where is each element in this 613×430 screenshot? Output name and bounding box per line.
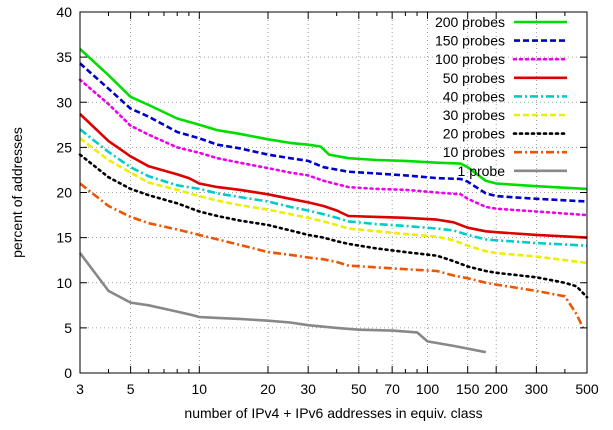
- x-tick-label: 50: [351, 381, 367, 397]
- series-lines: [78, 48, 589, 354]
- y-tick-label: 25: [56, 139, 72, 155]
- x-tick-label: 70: [384, 381, 400, 397]
- legend-label: 200 probes: [435, 14, 505, 30]
- x-tick-label: 30: [300, 381, 316, 397]
- x-axis-title: number of IPv4 + IPv6 addresses in equiv…: [184, 405, 482, 421]
- legend-label: 20 probes: [443, 126, 505, 142]
- series-line-100-probes: [78, 78, 589, 217]
- legend-label: 50 probes: [443, 70, 505, 86]
- x-tick-label: 500: [575, 381, 599, 397]
- series-line-1-probe: [78, 252, 487, 354]
- legend-label: 150 probes: [435, 33, 505, 49]
- series-line-150-probes: [79, 62, 588, 203]
- legend-label: 10 probes: [443, 144, 505, 160]
- y-tick-label: 30: [56, 94, 72, 110]
- x-tick-label: 3: [76, 381, 84, 397]
- series-line-200-probes: [79, 48, 588, 191]
- legend-label: 1 probe: [458, 163, 506, 179]
- legend-label: 100 probes: [435, 51, 505, 67]
- x-tick-label: 10: [192, 381, 208, 397]
- series-line-40-probes: [79, 128, 588, 247]
- series-line-30-probes: [79, 137, 588, 265]
- x-tick-label: 150: [456, 381, 480, 397]
- legend-label: 30 probes: [443, 107, 505, 123]
- x-tick-label: 300: [525, 381, 549, 397]
- y-tick-label: 0: [64, 365, 72, 381]
- y-tick-label: 15: [56, 230, 72, 246]
- legend: 200 probes 150 probes 100 probes 50 probes 4…: [435, 14, 569, 179]
- y-axis-title: percent of addresses: [9, 127, 25, 258]
- x-tick-label: 20: [260, 381, 276, 397]
- series-line-20-probes: [78, 153, 589, 299]
- y-tick-label: 35: [56, 49, 72, 65]
- y-tick-label: 40: [56, 4, 72, 20]
- x-tick-label: 5: [127, 381, 135, 397]
- legend-label: 40 probes: [443, 88, 505, 104]
- series-line-10-probes: [79, 182, 585, 329]
- x-tick-label: 100: [416, 381, 440, 397]
- grid: [80, 12, 587, 373]
- x-tick-label: 200: [485, 381, 509, 397]
- y-tick-label: 10: [56, 275, 72, 291]
- series-line-50-probes: [79, 113, 588, 239]
- y-tick-label: 20: [56, 185, 72, 201]
- y-tick-label: 5: [64, 320, 72, 336]
